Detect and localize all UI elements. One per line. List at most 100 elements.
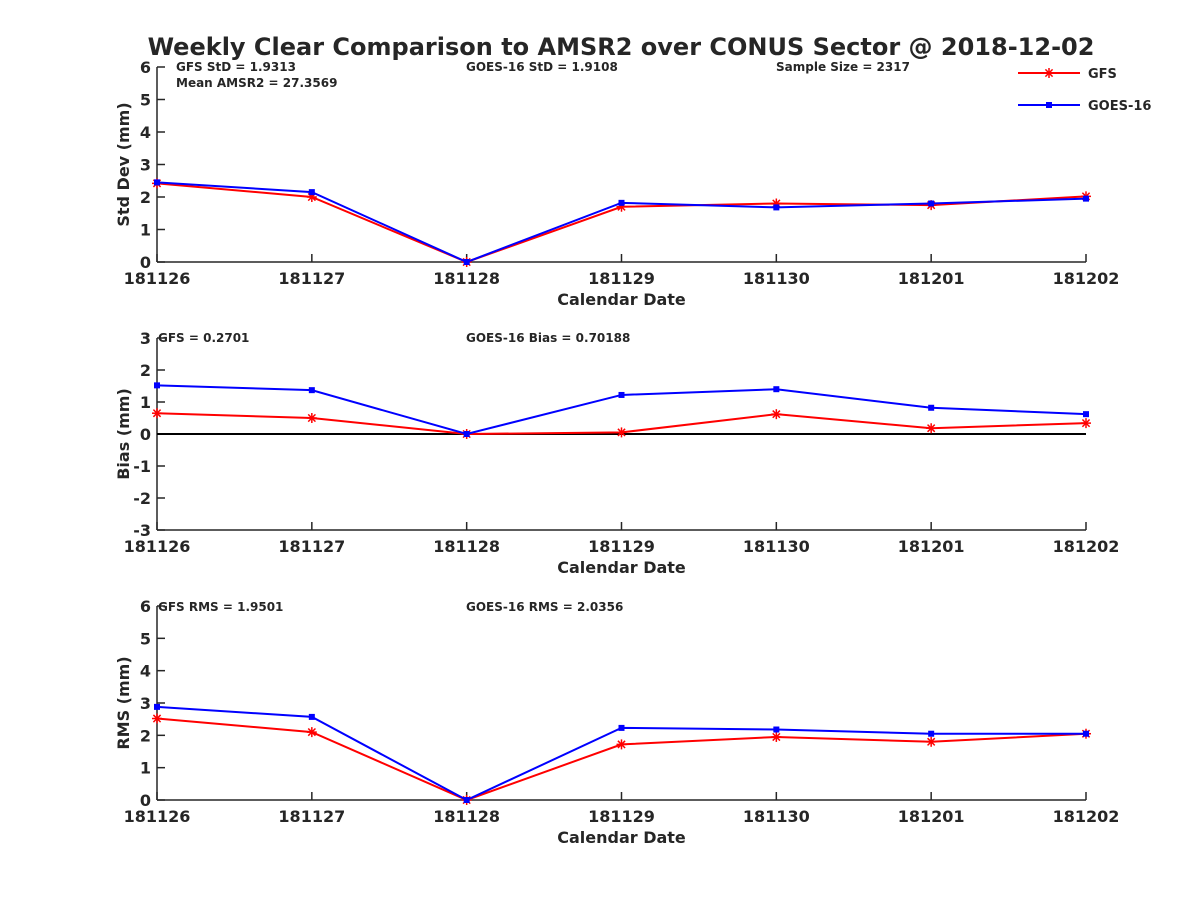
chart-title: Weekly Clear Comparison to AMSR2 over CO… [148, 33, 1095, 61]
stddev-y-tick-label: 0 [140, 253, 151, 272]
bias-x-tick-label: 181127 [278, 537, 345, 556]
bias-goes-point [928, 404, 935, 411]
bias-x-tick-label: 181130 [743, 537, 810, 556]
panel-rms: GFS RMS = 1.9501 GOES-16 RMS = 2.0356 01… [114, 597, 1119, 847]
bias-goes-point [154, 382, 160, 389]
rms-y-tick-label: 2 [140, 726, 151, 745]
bias-y-tick-label: 0 [140, 425, 151, 444]
stddev-y-tick-label: 1 [140, 221, 151, 240]
rms-y-tick-label: 0 [140, 791, 151, 810]
panel-bias-annotation-goes: GOES-16 Bias = 0.70188 [466, 331, 630, 345]
rms-goes-point [154, 703, 160, 710]
panel-bias-annotation-gfs: GFS = 0.2701 [158, 331, 249, 345]
stddev-x-tick-label: 181128 [433, 269, 500, 288]
rms-y-tick-label: 3 [140, 694, 151, 713]
panel-stddev: GFS StD = 1.9313 Mean AMSR2 = 27.3569 GO… [114, 58, 1119, 309]
bias-goes-point [308, 387, 315, 394]
rms-y-tick-label: 4 [140, 662, 151, 681]
panel-rms-annotation-goes: GOES-16 RMS = 2.0356 [466, 600, 623, 614]
panel-bias: GFS = 0.2701 GOES-16 Bias = 0.70188 -3 -2… [114, 329, 1119, 577]
rms-x-tick-label: 181130 [743, 807, 810, 826]
rms-goes-point [618, 724, 625, 731]
stddev-goes-point [773, 204, 780, 211]
stddev-x-tick-label: 181202 [1053, 269, 1120, 288]
bias-y-tick-label: 3 [140, 329, 151, 348]
stddev-x-tick-label: 181201 [898, 269, 965, 288]
rms-gfs-point [771, 731, 782, 742]
bias-y-axis-label: Bias (mm) [114, 388, 133, 480]
bias-goes-point [618, 391, 625, 398]
bias-x-tick-label: 181201 [898, 537, 965, 556]
rms-y-tick-label: 5 [140, 629, 151, 648]
rms-gfs-point [152, 713, 162, 724]
stddev-goes-point [154, 179, 160, 186]
stddev-series-goes-line [156, 181, 1087, 264]
rms-gfs-point [616, 739, 627, 750]
rms-x-tick-label: 181128 [433, 807, 500, 826]
bias-x-tick-label: 181128 [433, 537, 500, 556]
rms-series-goes-line [156, 705, 1086, 802]
bias-y-tick-label: -3 [133, 521, 151, 540]
stddev-x-axis-label: Calendar Date [557, 290, 686, 309]
rms-goes-point [1083, 730, 1089, 737]
stddev-goes-point [928, 200, 935, 207]
rms-goes-point [773, 726, 780, 733]
rms-gfs-point [926, 736, 937, 747]
bias-gfs-point [306, 413, 317, 423]
legend-gfs-marker [1044, 68, 1054, 78]
rms-x-tick-label: 181201 [898, 807, 965, 826]
stddev-x-tick-label: 181129 [588, 269, 655, 288]
rms-goes-point [308, 713, 315, 720]
legend-goes-marker [1046, 102, 1052, 108]
rms-goes-point [928, 730, 935, 737]
panel-rms-annotation-gfs: GFS RMS = 1.9501 [158, 600, 283, 614]
stddev-goes-point [618, 199, 625, 206]
stddev-y-tick-label: 2 [140, 188, 151, 207]
rms-goes-point [463, 797, 470, 803]
legend: GFS GOES-16 [1018, 67, 1151, 114]
bias-gfs-point [926, 423, 937, 434]
rms-x-tick-label: 181127 [278, 807, 345, 826]
panel-rms-plot: 0 1 2 3 4 5 6 181126 181127 181128 181129 181130 181… [114, 597, 1119, 847]
legend-goes-label: GOES-16 [1088, 99, 1151, 114]
panel-stddev-annotation-mean: Mean AMSR2 = 27.3569 [176, 76, 337, 90]
rms-x-tick-label: 181126 [124, 807, 191, 826]
panel-stddev-annotation-goes: GOES-16 StD = 1.9108 [466, 60, 618, 74]
stddev-goes-point [463, 259, 470, 265]
bias-x-tick-label: 181202 [1053, 537, 1120, 556]
rms-x-tick-label: 181129 [588, 807, 655, 826]
bias-x-tick-label: 181126 [124, 537, 191, 556]
stddev-y-tick-label: 5 [140, 91, 151, 110]
stddev-x-tick-label: 181127 [278, 269, 345, 288]
bias-y-tick-label: 2 [140, 361, 151, 380]
stddev-series-gfs-line [156, 182, 1087, 264]
stddev-y-tick-label: 3 [140, 156, 151, 175]
rms-y-axis-label: RMS (mm) [114, 656, 133, 749]
stddev-y-tick-label: 4 [140, 123, 151, 142]
bias-gfs-point [616, 427, 627, 438]
stddev-y-tick-label: 6 [140, 58, 151, 77]
rms-y-tick-label: 1 [140, 759, 151, 778]
bias-gfs-point [1081, 418, 1091, 429]
stddev-goes-point [1083, 195, 1089, 202]
stddev-x-tick-label: 181126 [124, 269, 191, 288]
panel-stddev-annotation-gfs: GFS StD = 1.9313 [176, 60, 296, 74]
panel-stddev-plot: 0 1 2 3 4 5 6 181126 181127 181128 181129 181130 181… [114, 58, 1119, 309]
rms-gfs-point [306, 727, 317, 738]
bias-gfs-point [771, 409, 782, 420]
rms-x-axis-label: Calendar Date [557, 828, 686, 847]
bias-goes-point [1083, 411, 1089, 418]
bias-y-tick-label: -2 [133, 489, 151, 508]
rms-x-tick-label: 181202 [1053, 807, 1120, 826]
stddev-y-axis-label: Std Dev (mm) [114, 102, 133, 226]
bias-x-axis-label: Calendar Date [557, 558, 686, 577]
bias-gfs-point [152, 408, 162, 419]
stddev-x-tick-label: 181130 [743, 269, 810, 288]
panel-stddev-annotation-sample: Sample Size = 2317 [776, 60, 910, 74]
stddev-goes-point [308, 189, 315, 196]
rms-y-tick-label: 6 [140, 597, 151, 616]
bias-x-tick-label: 181129 [588, 537, 655, 556]
panel-bias-plot: -3 -2 -1 0 1 2 3 181126 181127 181128 181129 181130… [114, 329, 1119, 577]
legend-gfs-label: GFS [1088, 67, 1117, 82]
